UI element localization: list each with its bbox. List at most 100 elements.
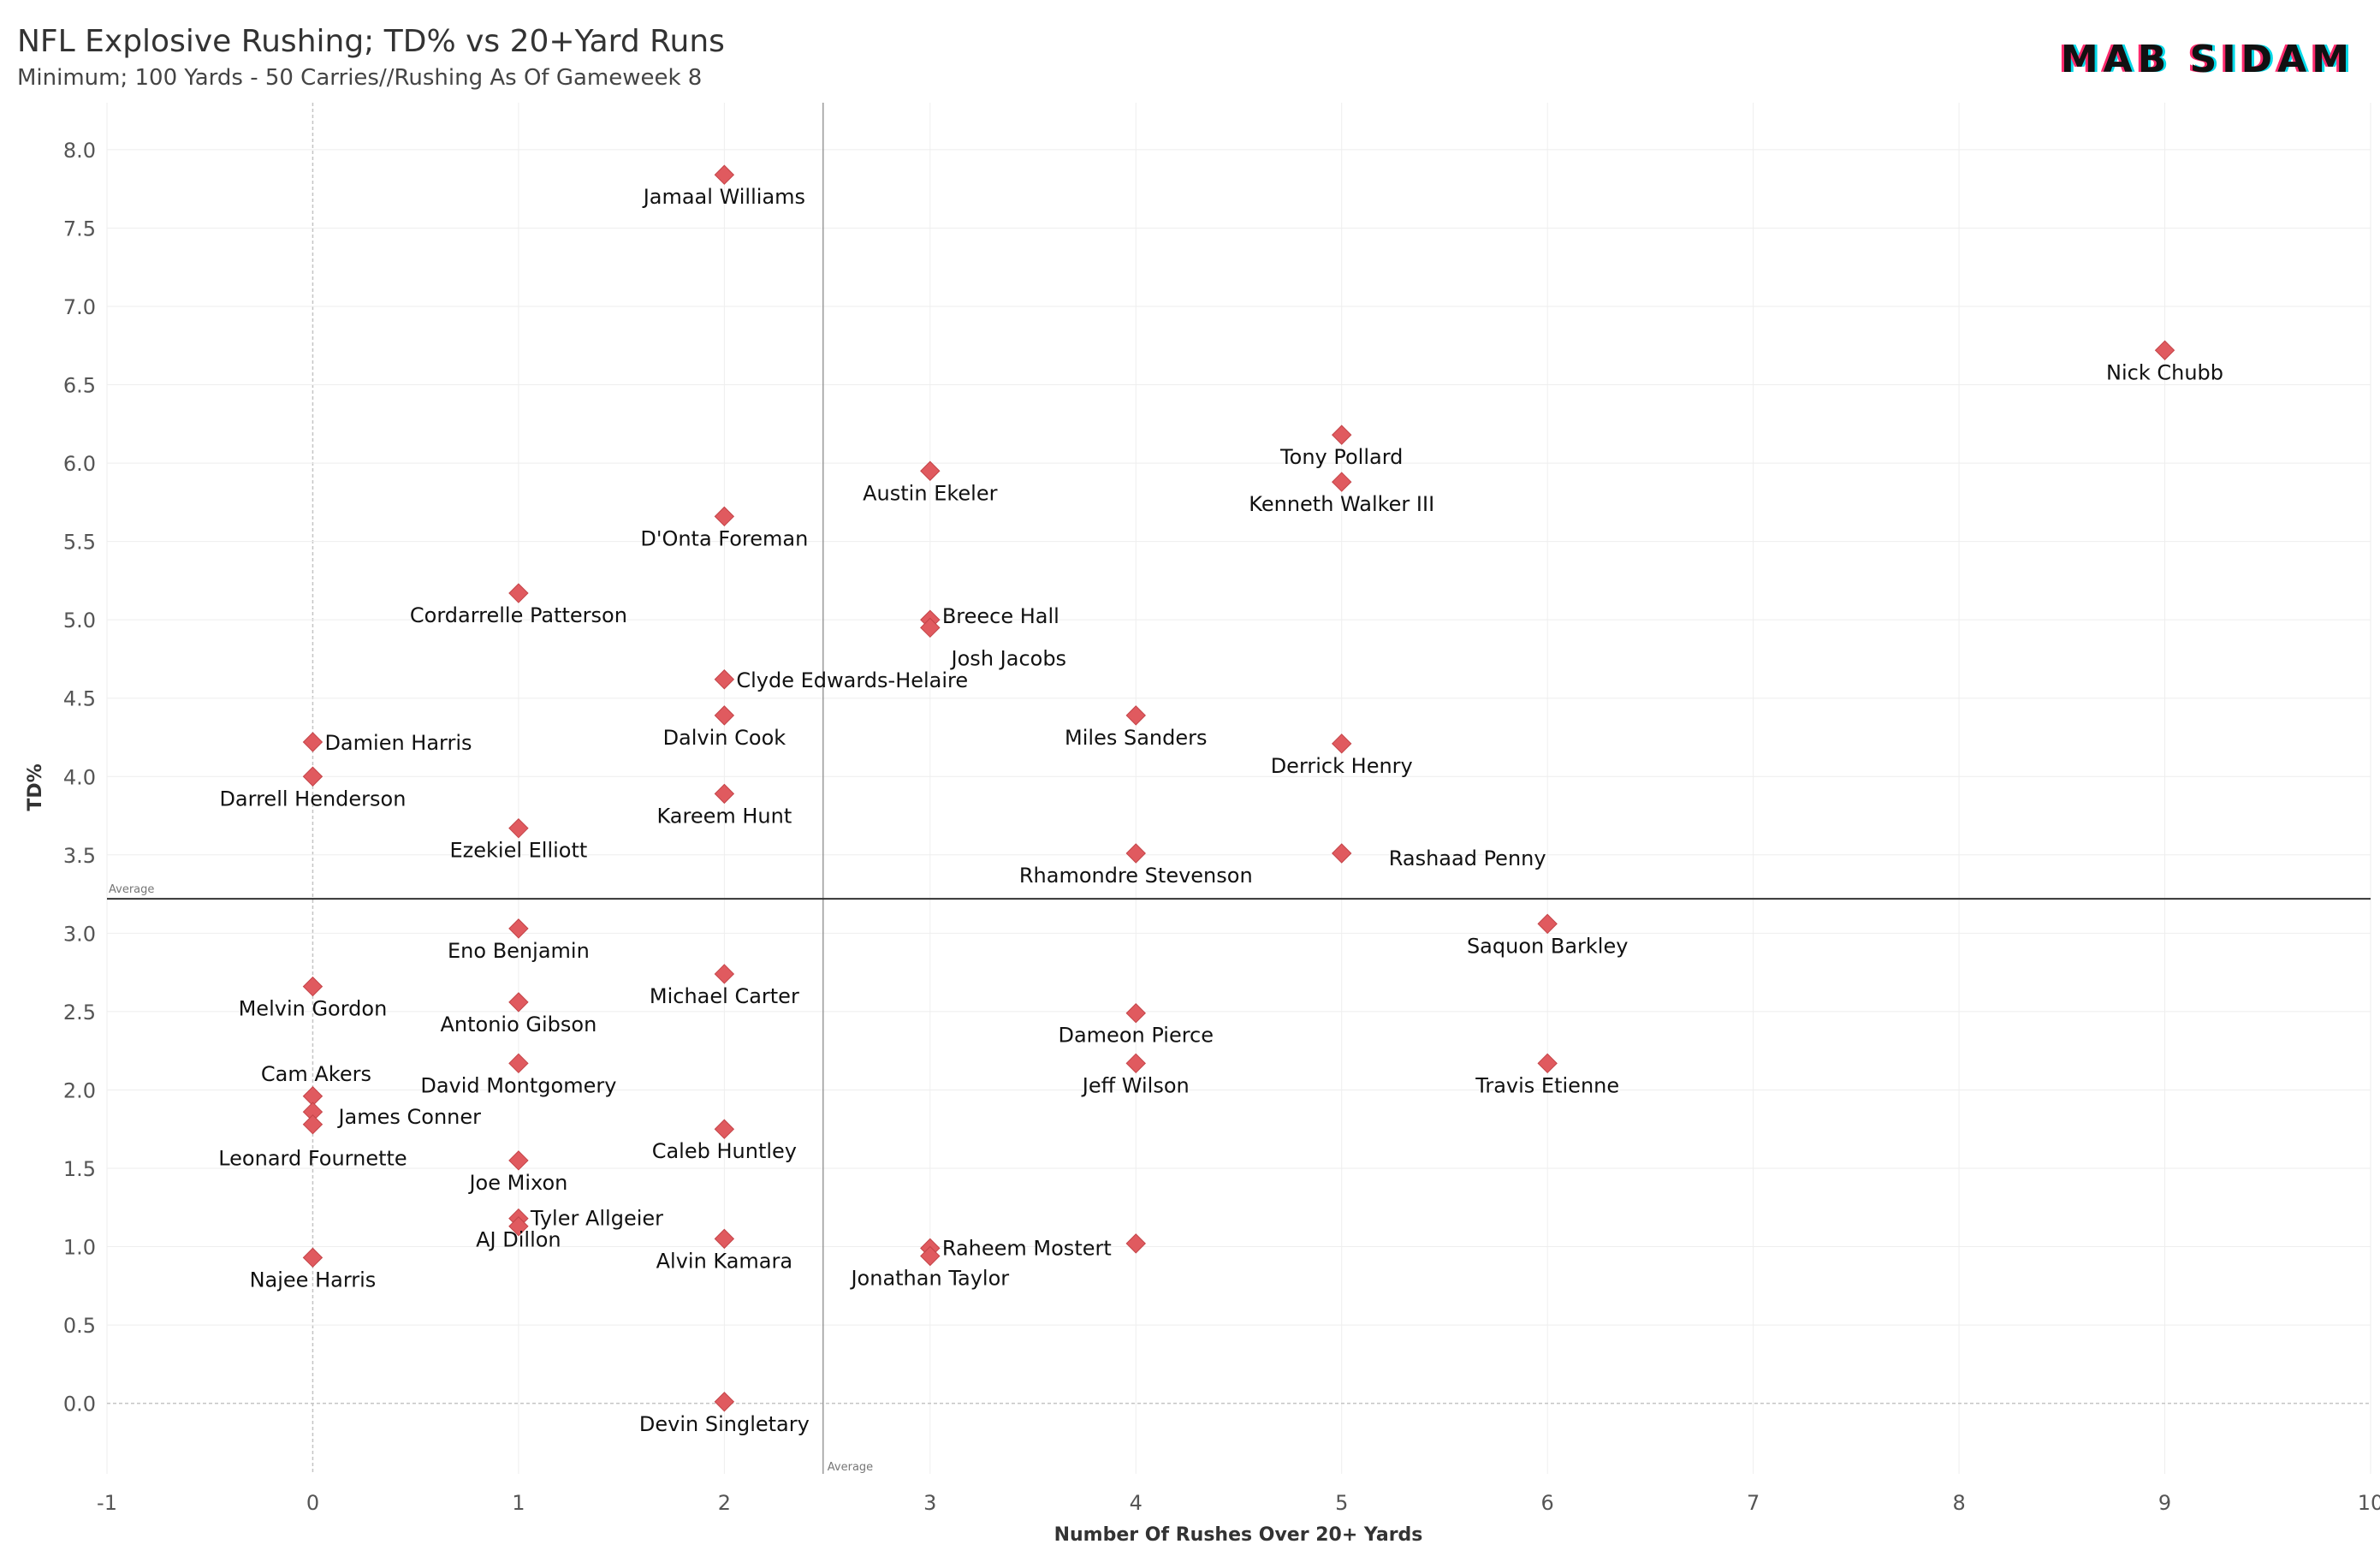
data-point: [302, 1247, 323, 1268]
grid-lines: [106, 103, 2371, 1474]
y-tick-label: 0.5: [63, 1314, 96, 1338]
point-label: Kenneth Walker III: [1249, 492, 1434, 516]
data-point: [714, 964, 735, 984]
point-label: AJ Dillon: [476, 1228, 561, 1252]
data-point: [714, 783, 735, 805]
point-label: Alvin Kamara: [656, 1249, 792, 1273]
y-tick-label: 2.0: [63, 1078, 96, 1102]
point-label: Dalvin Cook: [663, 726, 786, 750]
data-point: [508, 992, 529, 1013]
data-point: [1125, 1003, 1146, 1024]
point-label: D'Onta Foreman: [640, 526, 808, 550]
data-point: [508, 817, 529, 839]
point-label: Rashaad Penny: [1389, 846, 1546, 870]
data-point: [1537, 1053, 1558, 1074]
y-tick-label: 7.0: [63, 295, 96, 319]
point-label: Saquon Barkley: [1467, 934, 1628, 958]
x-tick-label: 0: [306, 1491, 319, 1515]
data-point: [508, 583, 529, 603]
x-tick-label: 2: [718, 1491, 731, 1515]
point-label: Clyde Edwards-Helaire: [736, 668, 968, 692]
y-tick-label: 3.5: [63, 844, 96, 868]
point-label: Breece Hall: [942, 604, 1059, 628]
point-label: Nick Chubb: [2106, 360, 2223, 384]
point-label: Jeff Wilson: [1081, 1073, 1190, 1097]
point-label: Dameon Pierce: [1058, 1024, 1214, 1048]
point-label: Austin Ekeler: [863, 481, 997, 505]
data-point: [920, 460, 941, 481]
point-label: Josh Jacobs: [950, 646, 1067, 670]
y-tick-label: 4.5: [63, 687, 96, 711]
average-lines: Average Average: [107, 103, 2371, 1474]
data-point: [1125, 1053, 1146, 1074]
data-point: [920, 617, 941, 638]
point-label: James Conner: [336, 1105, 481, 1129]
data-point: [714, 1228, 735, 1250]
data-point: [920, 1245, 941, 1267]
point-label: Najee Harris: [250, 1268, 377, 1292]
point-label: Miles Sanders: [1065, 726, 1207, 750]
point-label: Ezekiel Elliott: [449, 839, 587, 863]
data-point: [508, 1053, 529, 1074]
data-point: [1332, 733, 1352, 754]
point-label: Melvin Gordon: [239, 997, 388, 1021]
x-tick-label: 10: [2358, 1491, 2380, 1515]
x-tick-label: 9: [2158, 1491, 2171, 1515]
point-label: Joe Mixon: [467, 1171, 567, 1195]
y-tick-label: 2.5: [63, 1001, 96, 1025]
x-tick-label: 1: [512, 1491, 525, 1515]
x-tick-label: 7: [1747, 1491, 1760, 1515]
point-label: Eno Benjamin: [448, 939, 590, 963]
point-label: Jonathan Taylor: [849, 1267, 1009, 1291]
data-point: [508, 918, 529, 939]
data-point: [714, 164, 735, 185]
data-point: [508, 1216, 529, 1237]
data-point: [302, 1114, 323, 1135]
point-label: Devin Singletary: [639, 1412, 810, 1436]
point-label: Rhamondre Stevenson: [1019, 864, 1253, 888]
data-point: [1332, 425, 1352, 445]
data-point: [714, 506, 735, 527]
y-tick-label: 6.5: [63, 374, 96, 398]
chart-title: NFL Explosive Rushing; TD% vs 20+Yard Ru…: [17, 24, 725, 59]
chart-subtitle: Minimum; 100 Yards - 50 Carries//Rushing…: [17, 65, 703, 91]
x-tick-label: 3: [923, 1491, 936, 1515]
point-label: Jamaal Williams: [642, 185, 805, 209]
y-tick-label: 6.0: [63, 452, 96, 476]
y-axis-ticks: 0.0 0.5 1.0 1.5 2.0 2.5 3.0 3.5 4.0 4.5 5.0 5.5 6.0 6…: [63, 139, 96, 1416]
point-label: Darrell Henderson: [219, 787, 406, 811]
y-axis-title: TD%: [25, 763, 46, 811]
point-label: Damien Harris: [324, 731, 472, 755]
data-point: [508, 1150, 529, 1171]
y-tick-label: 3.0: [63, 922, 96, 946]
y-tick-label: 1.0: [63, 1236, 96, 1260]
y-tick-label: 5.0: [63, 609, 96, 633]
x-tick-label: 6: [1541, 1491, 1554, 1515]
point-label: Raheem Mostert: [942, 1236, 1112, 1260]
brand-logo: MAB SIDAM: [2060, 38, 2354, 81]
y-average-label: Average: [109, 883, 154, 896]
x-axis-ticks: -1 0 1 2 3 4 5 6 7 8 9 10: [97, 1491, 2380, 1515]
data-point: [302, 976, 323, 997]
point-label: Tony Pollard: [1279, 445, 1403, 469]
y-tick-label: 5.5: [63, 531, 96, 555]
data-point: [1537, 913, 1558, 935]
y-tick-label: 8.0: [63, 139, 96, 163]
point-labels: Jamaal Williams Nick Chubb Tony Pollard Ken…: [218, 185, 2223, 1436]
point-label: Tyler Allgeier: [530, 1207, 663, 1231]
point-label: Leonard Fournette: [218, 1147, 407, 1171]
data-point: [1125, 1233, 1146, 1254]
point-label: Caleb Huntley: [652, 1139, 797, 1163]
y-tick-label: 7.5: [63, 217, 96, 241]
data-point: [714, 705, 735, 726]
data-point: [1332, 472, 1352, 492]
data-point: [714, 1392, 735, 1412]
x-tick-label: 4: [1130, 1491, 1143, 1515]
y-tick-label: 1.5: [63, 1157, 96, 1181]
y-tick-label: 4.0: [63, 765, 96, 789]
point-label: Travis Etienne: [1475, 1073, 1619, 1097]
data-point: [714, 1119, 735, 1139]
data-point: [1125, 705, 1146, 726]
y-tick-label: 0.0: [63, 1393, 96, 1416]
